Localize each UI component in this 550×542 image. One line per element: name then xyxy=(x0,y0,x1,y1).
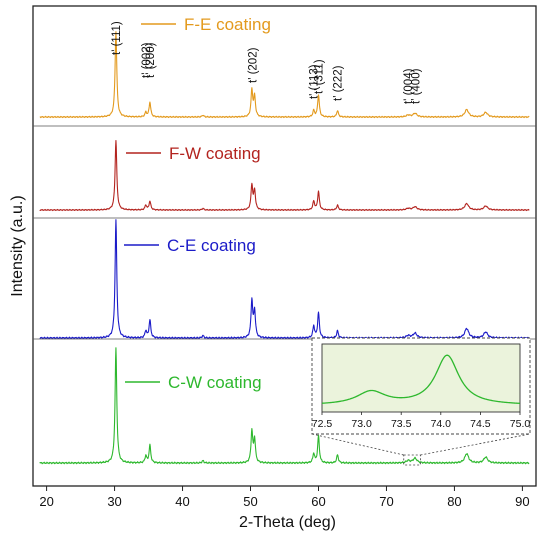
inset-x-tick-label: 73.0 xyxy=(351,418,372,430)
x-tick-label: 50 xyxy=(243,494,257,509)
x-tick-label: 90 xyxy=(515,494,529,509)
zoom-inset: 72.5 73.0 73.5 74.0 74.5 75.0 xyxy=(311,337,531,466)
peak-label-t-202: t' (202) xyxy=(248,47,260,83)
peak-label-t-004: t' (004) xyxy=(403,68,415,104)
inset-x-tick-label: 74.5 xyxy=(470,418,491,430)
inset-x-tick-label: 74.0 xyxy=(431,418,452,430)
inset-plot-area xyxy=(321,343,521,413)
peak-label-t-002: t' (002) xyxy=(141,42,153,78)
series-labels: F-E coating F-W coating C-E coating C-W coa… xyxy=(124,15,271,392)
y-axis-label: Intensity (a.u.) xyxy=(9,195,26,296)
plot-border xyxy=(32,5,537,487)
legend-label-f-w-coating: F-W coating xyxy=(169,144,261,163)
legend-label-c-w-coating: C-W coating xyxy=(168,373,262,392)
legend-label-f-e-coating: F-E coating xyxy=(184,15,271,34)
legend-label-c-e-coating: C-E coating xyxy=(167,236,256,255)
zoom-source-box xyxy=(403,454,421,466)
inset-series-line xyxy=(322,354,520,405)
zoom-connector xyxy=(311,433,404,456)
axes: 20 30 40 50 60 70 80 90 2-Theta (deg) Intensity (… xyxy=(9,195,530,531)
x-tick-label: 20 xyxy=(39,494,53,509)
peak-label-t-311: t' (311) xyxy=(313,59,325,94)
x-tick-label: 70 xyxy=(379,494,393,509)
x-tick-label: 60 xyxy=(311,494,325,509)
peak-label-t-222: t' (222) xyxy=(333,65,345,101)
zoom-connector xyxy=(420,433,531,456)
x-axis-label: 2-Theta (deg) xyxy=(239,514,336,531)
inset-x-tick-label: 75.0 xyxy=(510,418,531,430)
peak-label-t-113: t' (113) xyxy=(309,64,321,99)
peak-label-t-111: t' (111) xyxy=(111,21,123,55)
inset-x-tick-label: 73.5 xyxy=(391,418,412,430)
series-line-c-e-coating xyxy=(39,219,530,340)
inset-x-tick-label: 72.5 xyxy=(312,418,333,430)
x-tick-label: 80 xyxy=(447,494,461,509)
panel-dividers xyxy=(33,125,536,340)
peak-label-t-200: t' (200) xyxy=(145,42,157,78)
x-tick-label: 30 xyxy=(107,494,121,509)
series-line-c-w-coating xyxy=(39,347,530,465)
x-tick-label: 40 xyxy=(175,494,189,509)
series-line-f-e-coating xyxy=(39,31,530,119)
peak-label-t-400: t' (400) xyxy=(411,68,423,104)
series-line-f-w-coating xyxy=(39,140,530,212)
peak-annotations: t' (111) t' (002)t' (200) t' (202) t' (113)… xyxy=(111,21,423,104)
plot-frame xyxy=(32,5,537,487)
